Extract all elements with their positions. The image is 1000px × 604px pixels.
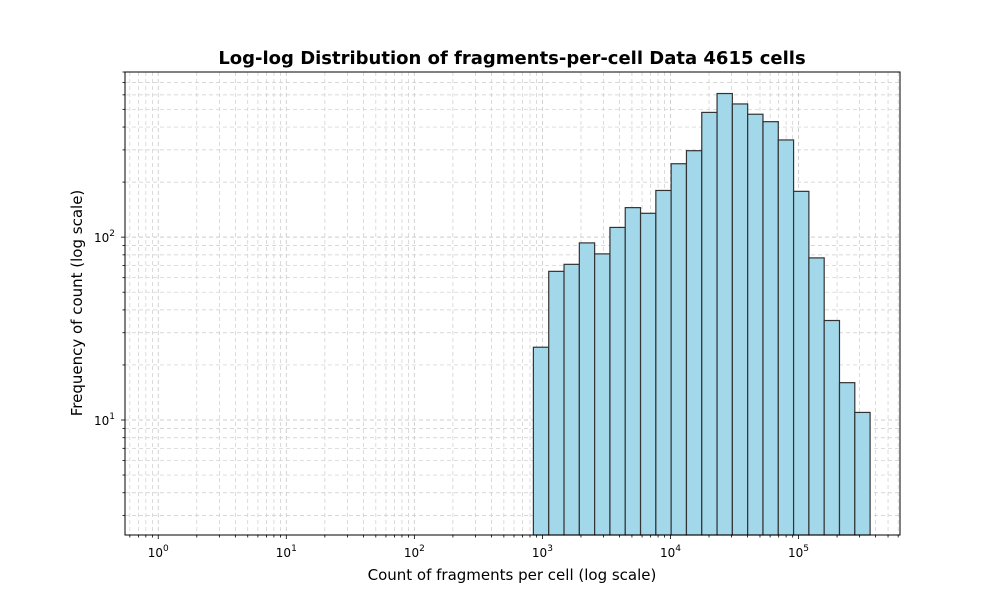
chart-title: Log-log Distribution of fragments-per-ce… <box>218 48 805 69</box>
y-axis-label: Frequency of count (log scale) <box>68 190 86 417</box>
y-tick-label: 102 <box>94 229 115 245</box>
histogram-bar <box>639 212 657 536</box>
histogram-bar <box>548 270 565 536</box>
x-tick-label: 100 <box>148 544 169 560</box>
histogram-bar <box>854 411 871 536</box>
x-tick-label: 105 <box>788 544 809 560</box>
plot-frame <box>124 71 901 536</box>
histogram-bar <box>777 139 795 536</box>
histogram-bar <box>823 319 841 536</box>
axis-ticks: 100 101 102 103 104 105 101 102 <box>94 71 899 560</box>
histogram-bar <box>808 257 825 536</box>
histogram-bar <box>701 111 718 536</box>
histogram-bar <box>670 163 688 536</box>
y-tick-label: 101 <box>94 412 115 428</box>
histogram-bar <box>624 207 642 536</box>
x-axis-label: Count of fragments per cell (log scale) <box>368 566 657 584</box>
histogram-bar <box>609 226 626 536</box>
histogram-bar <box>578 242 596 536</box>
histogram-bar <box>532 346 550 536</box>
x-tick-label: 102 <box>404 544 425 560</box>
bars <box>532 92 871 536</box>
histogram-bar <box>762 121 779 536</box>
histogram-bar <box>655 189 672 536</box>
histogram-bar <box>685 150 703 536</box>
x-tick-label: 104 <box>660 544 681 560</box>
histogram-bar <box>838 382 856 536</box>
histogram-bar <box>747 113 764 536</box>
histogram-bar <box>731 103 749 536</box>
histogram-bar <box>563 263 580 536</box>
histogram-bar <box>716 92 733 536</box>
histogram-bar <box>594 253 611 536</box>
histogram-bar <box>792 190 810 536</box>
x-tick-label: 103 <box>532 544 553 560</box>
x-tick-label: 101 <box>276 544 297 560</box>
